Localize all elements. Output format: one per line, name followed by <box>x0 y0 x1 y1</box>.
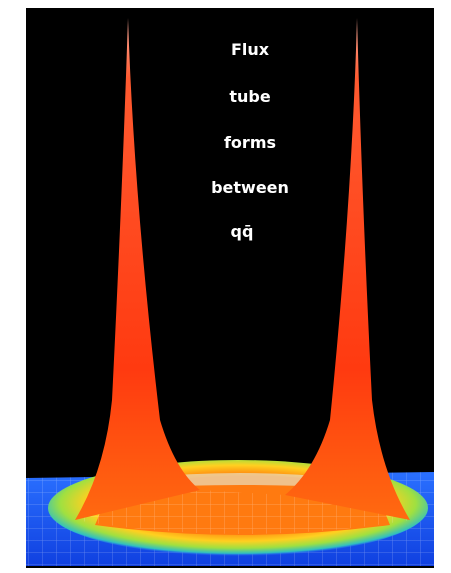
surface-grid <box>75 490 410 534</box>
caption-line: qq̄ <box>231 222 254 241</box>
caption-line: forms <box>224 133 276 152</box>
caption-line: tube <box>229 87 270 106</box>
caption-line: between <box>211 178 289 197</box>
caption-line: Flux <box>231 40 270 59</box>
left-peak <box>75 18 200 520</box>
right-peak <box>285 18 410 520</box>
